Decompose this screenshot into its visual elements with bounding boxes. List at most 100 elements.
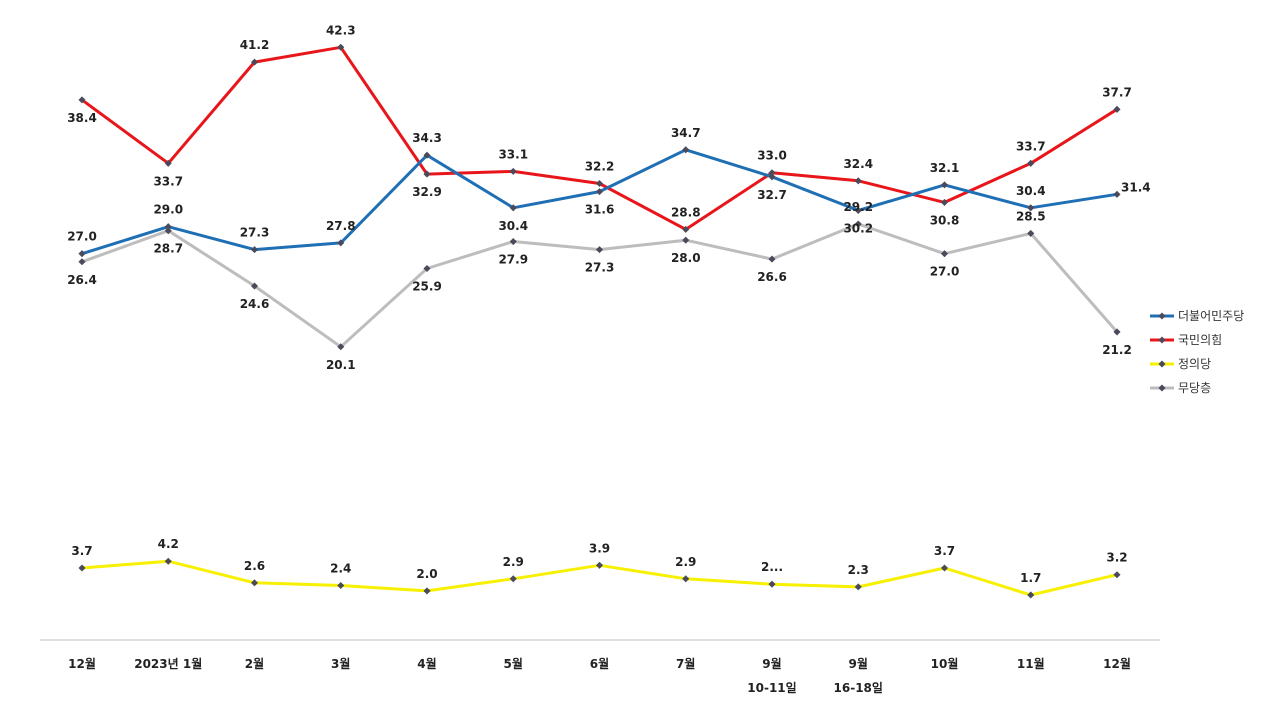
series-independent	[78, 220, 1121, 351]
legend-item-ppp: 국민의힘	[1150, 333, 1222, 347]
series-democratic	[78, 146, 1121, 258]
data-point-democratic	[78, 250, 86, 258]
data-point-independent	[595, 246, 604, 254]
data-label-ppp: 41.2	[240, 38, 270, 52]
data-label-democratic: 27.8	[326, 219, 356, 233]
legend-label: 국민의힘	[1178, 333, 1222, 347]
data-point-justice	[164, 557, 172, 565]
x-tick-label: 2023년 1월	[134, 656, 202, 671]
x-tick-label: 7월	[676, 656, 695, 671]
data-point-justice	[940, 564, 949, 572]
data-label-democratic: 31.4	[1121, 180, 1151, 194]
data-point-democratic	[940, 181, 949, 189]
data-point-democratic	[423, 151, 431, 159]
data-label-justice: 3.7	[934, 544, 955, 558]
x-tick-label: 4월	[417, 656, 436, 671]
data-point-justice	[1113, 571, 1121, 579]
data-label-democratic: 27.0	[67, 230, 97, 244]
data-label-ppp: 37.7	[1102, 85, 1132, 99]
legend-marker	[1158, 360, 1166, 368]
data-label-justice: 2.3	[848, 563, 869, 577]
data-label-democratic: 29.0	[153, 203, 183, 217]
data-label-independent: 27.9	[498, 253, 528, 267]
legend-marker	[1158, 336, 1166, 344]
data-point-ppp	[423, 170, 431, 178]
data-point-democratic	[682, 146, 690, 154]
data-point-independent	[682, 236, 690, 244]
data-point-independent	[768, 255, 776, 263]
data-point-justice	[423, 587, 431, 595]
data-point-ppp	[595, 179, 604, 188]
data-point-democratic	[337, 239, 345, 247]
data-point-democratic	[854, 206, 862, 215]
series-ppp	[78, 43, 1121, 233]
data-point-ppp	[940, 198, 949, 206]
data-label-democratic: 30.2	[843, 222, 873, 236]
data-label-ppp: 32.9	[412, 185, 442, 199]
data-label-independent: 28.5	[1016, 209, 1046, 223]
data-point-ppp	[768, 169, 776, 177]
x-tick-label: 12월	[1103, 656, 1131, 671]
data-label-independent: 27.0	[930, 265, 960, 279]
x-tick-label: 2월	[245, 656, 264, 671]
data-label-justice: 2.0	[416, 567, 437, 581]
data-point-independent	[164, 227, 172, 235]
data-point-independent	[337, 343, 345, 351]
data-label-justice: 2.9	[503, 555, 524, 569]
data-label-ppp: 33.7	[153, 174, 183, 188]
data-label-independent: 28.7	[153, 242, 183, 256]
data-label-justice: 2.6	[244, 559, 265, 573]
data-point-ppp	[164, 159, 172, 167]
data-point-justice	[682, 575, 690, 583]
data-label-independent: 29.2	[843, 200, 873, 214]
legend-marker	[1158, 384, 1166, 392]
data-point-democratic	[250, 246, 259, 254]
data-label-independent: 20.1	[326, 358, 356, 372]
data-point-justice	[1027, 591, 1035, 599]
data-label-justice: 3.2	[1106, 551, 1127, 565]
data-label-justice: 3.9	[589, 541, 610, 555]
data-point-justice	[509, 575, 517, 583]
data-point-independent	[940, 250, 949, 258]
data-label-justice: 4.2	[158, 537, 179, 551]
data-point-ppp	[682, 225, 690, 233]
data-label-ppp: 38.4	[67, 111, 97, 125]
series-layer	[78, 43, 1121, 599]
legend-label: 더불어민주당	[1178, 309, 1244, 323]
data-label-independent: 24.6	[240, 297, 270, 311]
data-label-ppp: 28.8	[671, 205, 701, 219]
data-point-justice	[768, 580, 776, 588]
data-label-independent: 27.3	[585, 261, 615, 275]
data-point-democratic	[768, 173, 776, 181]
data-label-ppp: 33.7	[1016, 139, 1046, 153]
data-label-ppp: 32.2	[585, 160, 615, 174]
data-label-justice: 2.9	[675, 555, 696, 569]
series-justice	[78, 557, 1121, 599]
x-tick-label: 9월	[849, 656, 868, 671]
x-tick-label: 3월	[331, 656, 350, 671]
x-tick-label: 10-11일	[747, 681, 796, 695]
data-label-ppp: 42.3	[326, 23, 356, 37]
data-label-ppp: 32.4	[843, 157, 873, 171]
data-point-independent	[78, 258, 86, 266]
data-label-justice: 3.7	[71, 544, 92, 558]
data-label-democratic: 30.4	[498, 219, 528, 233]
data-label-independent: 26.6	[757, 270, 787, 284]
legend-item-democratic: 더불어민주당	[1150, 309, 1244, 323]
data-label-ppp: 33.1	[498, 147, 528, 161]
x-tick-labels: 12월 2023년 1월 2월 3월 4월 5월 6월 7월 9월 10-11일 9월 16-18일 1…	[68, 656, 1131, 695]
series-line-independent	[81, 222, 1119, 349]
data-label-independent: 28.0	[671, 251, 701, 265]
data-point-democratic	[509, 204, 517, 212]
legend-marker	[1158, 312, 1166, 320]
data-label-democratic: 31.6	[585, 203, 615, 217]
data-point-justice	[595, 561, 604, 569]
legend-label: 무당층	[1178, 381, 1211, 395]
data-label-democratic: 30.4	[1016, 184, 1046, 198]
data-point-independent	[509, 237, 517, 246]
data-point-independent	[250, 282, 259, 290]
x-tick-label: 5월	[504, 656, 523, 671]
data-label-independent: 21.2	[1102, 343, 1132, 357]
data-label-democratic: 34.3	[412, 131, 442, 145]
